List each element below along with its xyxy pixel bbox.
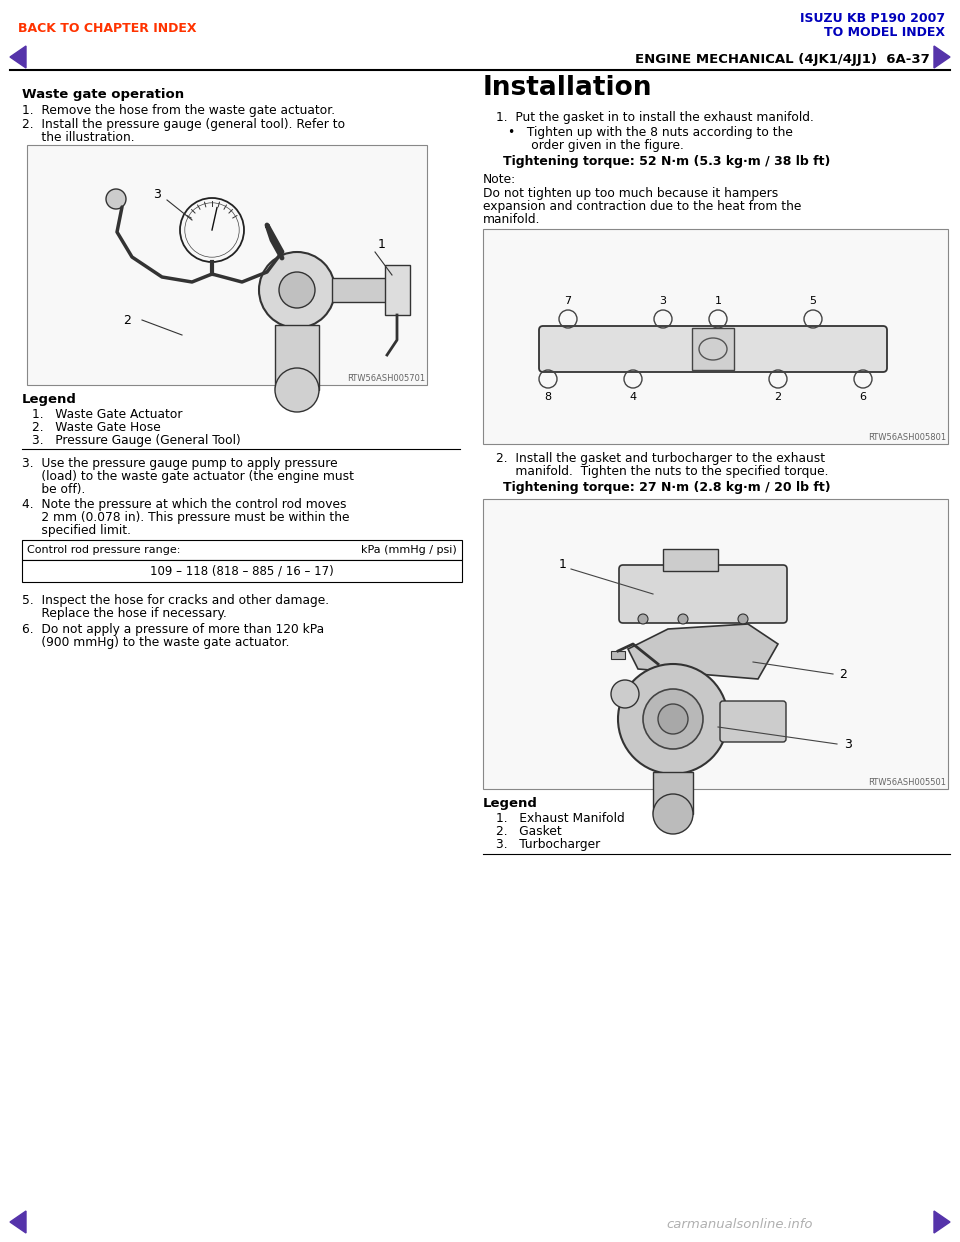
Text: 2.   Waste Gate Hose: 2. Waste Gate Hose	[32, 421, 160, 433]
Bar	[692, 328, 734, 370]
FancyBboxPatch shape	[619, 565, 787, 623]
Circle shape	[653, 794, 693, 833]
Text: ENGINE MECHANICAL (4JK1/4JJ1)  6A-37: ENGINE MECHANICAL (4JK1/4JJ1) 6A-37	[636, 52, 930, 66]
Polygon shape	[10, 46, 26, 68]
Polygon shape	[934, 46, 950, 68]
Circle shape	[658, 704, 688, 734]
Bar	[663, 549, 718, 571]
Text: 5: 5	[809, 296, 817, 306]
Text: 2: 2	[839, 667, 847, 681]
Text: 1.   Exhaust Manifold: 1. Exhaust Manifold	[496, 812, 625, 825]
Bar	[22, 560, 462, 582]
Text: (load) to the waste gate actuator (the engine must: (load) to the waste gate actuator (the e…	[22, 469, 354, 483]
Text: 2.  Install the pressure gauge (general tool). Refer to: 2. Install the pressure gauge (general t…	[22, 118, 346, 130]
Bar	[483, 499, 948, 789]
Text: 3: 3	[844, 738, 852, 750]
Text: 1: 1	[714, 296, 722, 306]
Text: 1.   Waste Gate Actuator: 1. Waste Gate Actuator	[32, 409, 182, 421]
Circle shape	[678, 614, 688, 623]
Text: Legend: Legend	[22, 392, 77, 406]
Polygon shape	[10, 1211, 26, 1233]
Bar	[483, 229, 948, 443]
Text: 4: 4	[630, 392, 636, 402]
Circle shape	[643, 689, 703, 749]
Circle shape	[611, 681, 639, 708]
Text: 7: 7	[564, 296, 571, 306]
Text: kPa (mmHg / psi): kPa (mmHg / psi)	[361, 545, 457, 555]
Text: 6.  Do not apply a pressure of more than 120 kPa: 6. Do not apply a pressure of more than …	[22, 623, 324, 636]
Polygon shape	[628, 623, 778, 679]
Text: Installation: Installation	[483, 75, 653, 101]
Text: ISUZU KB P190 2007: ISUZU KB P190 2007	[800, 12, 945, 25]
Text: 4.  Note the pressure at which the control rod moves: 4. Note the pressure at which the contro…	[22, 498, 347, 510]
Text: Tightening torque: 27 N·m (2.8 kg·m / 20 lb ft): Tightening torque: 27 N·m (2.8 kg·m / 20…	[503, 481, 830, 494]
Bar	[332, 278, 387, 302]
Text: TO MODEL INDEX: TO MODEL INDEX	[824, 26, 945, 39]
Bar	[27, 145, 427, 385]
Circle shape	[106, 189, 126, 209]
Text: expansion and contraction due to the heat from the: expansion and contraction due to the hea…	[483, 200, 802, 212]
Text: 2 mm (0.078 in). This pressure must be within the: 2 mm (0.078 in). This pressure must be w…	[22, 510, 349, 524]
Text: Note:: Note:	[483, 173, 516, 186]
Text: (900 mmHg) to the waste gate actuator.: (900 mmHg) to the waste gate actuator.	[22, 636, 290, 650]
Text: 2.   Gasket: 2. Gasket	[496, 825, 562, 838]
Polygon shape	[934, 1211, 950, 1233]
Bar	[275, 325, 319, 390]
Text: specified limit.: specified limit.	[22, 524, 131, 537]
Text: 3.  Use the pressure gauge pump to apply pressure: 3. Use the pressure gauge pump to apply …	[22, 457, 338, 469]
Bar	[22, 540, 462, 560]
Text: Tightening torque: 52 N·m (5.3 kg·m / 38 lb ft): Tightening torque: 52 N·m (5.3 kg·m / 38…	[503, 155, 830, 168]
FancyBboxPatch shape	[720, 700, 786, 741]
Text: 1.  Put the gasket in to install the exhaust manifold.: 1. Put the gasket in to install the exha…	[496, 111, 814, 124]
Text: 2.  Install the gasket and turbocharger to the exhaust: 2. Install the gasket and turbocharger t…	[496, 452, 826, 465]
Text: 1: 1	[378, 238, 386, 251]
Text: RTW56ASH005701: RTW56ASH005701	[347, 374, 425, 383]
Text: 8: 8	[544, 392, 552, 402]
Text: the illustration.: the illustration.	[22, 130, 134, 144]
Text: Legend: Legend	[483, 797, 538, 810]
Text: 1: 1	[559, 558, 567, 570]
Text: 1.  Remove the hose from the waste gate actuator.: 1. Remove the hose from the waste gate a…	[22, 104, 335, 117]
Circle shape	[738, 614, 748, 623]
Text: RTW56ASH005501: RTW56ASH005501	[868, 777, 946, 787]
Text: 109 – 118 (818 – 885 / 16 – 17): 109 – 118 (818 – 885 / 16 – 17)	[150, 565, 334, 578]
Text: 2: 2	[123, 313, 131, 327]
Text: carmanualsonline.info: carmanualsonline.info	[667, 1218, 813, 1232]
Text: Do not tighten up too much because it hampers: Do not tighten up too much because it ha…	[483, 188, 779, 200]
Circle shape	[275, 368, 319, 412]
Text: 3.   Turbocharger: 3. Turbocharger	[496, 838, 600, 851]
Circle shape	[638, 614, 648, 623]
Text: 2: 2	[775, 392, 781, 402]
Text: Control rod pressure range:: Control rod pressure range:	[27, 545, 180, 555]
Text: 3.   Pressure Gauge (General Tool): 3. Pressure Gauge (General Tool)	[32, 433, 241, 447]
Text: Replace the hose if necessary.: Replace the hose if necessary.	[22, 607, 227, 620]
Text: 3: 3	[153, 189, 161, 201]
Text: 5.  Inspect the hose for cracks and other damage.: 5. Inspect the hose for cracks and other…	[22, 594, 329, 607]
Circle shape	[279, 272, 315, 308]
Text: 3: 3	[660, 296, 666, 306]
Bar	[653, 773, 693, 814]
Text: Waste gate operation: Waste gate operation	[22, 88, 184, 101]
Circle shape	[618, 664, 728, 774]
Circle shape	[259, 252, 335, 328]
Text: 6: 6	[859, 392, 867, 402]
Text: manifold.: manifold.	[483, 212, 540, 226]
Text: RTW56ASH005801: RTW56ASH005801	[868, 433, 946, 442]
Text: order given in the figure.: order given in the figure.	[508, 139, 684, 152]
Text: BACK TO CHAPTER INDEX: BACK TO CHAPTER INDEX	[18, 22, 197, 35]
Text: •   Tighten up with the 8 nuts according to the: • Tighten up with the 8 nuts according t…	[508, 125, 793, 139]
Bar	[611, 651, 625, 660]
Text: be off).: be off).	[22, 483, 85, 496]
Bar	[385, 265, 410, 315]
FancyBboxPatch shape	[539, 325, 887, 373]
Text: manifold.  Tighten the nuts to the specified torque.: manifold. Tighten the nuts to the specif…	[496, 465, 828, 478]
